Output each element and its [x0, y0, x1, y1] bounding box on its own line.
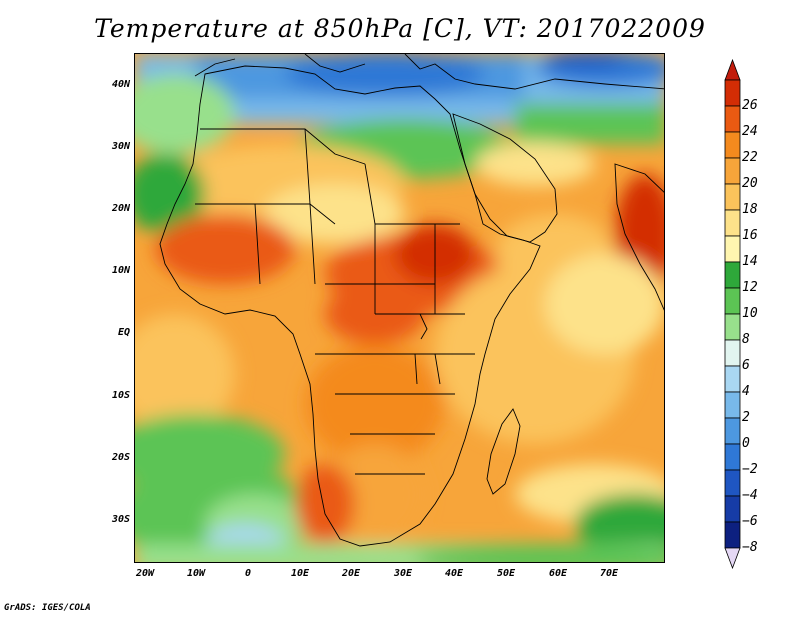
colorbar-segment	[724, 339, 741, 367]
colorbar-tick-label: 26	[742, 98, 758, 113]
colorbar-tick-label: 6	[742, 358, 750, 373]
colorbar-tick-label: −8	[742, 540, 758, 555]
colorbar-tick-label: 10	[742, 306, 758, 321]
colorbar-tick-label: 24	[742, 124, 758, 139]
colorbar-under-triangle	[724, 547, 741, 570]
colorbar-tick-label: −2	[742, 462, 758, 477]
lat-label-40n: 40N	[111, 79, 130, 90]
colorbar-tick-label: 0	[742, 436, 750, 451]
colorbar-over-triangle	[724, 58, 741, 81]
lon-label-70e: 70E	[599, 568, 619, 579]
colorbar-tick-label: 16	[742, 228, 758, 243]
colorbar-tick-label: 20	[742, 176, 758, 191]
colorbar-segment	[724, 287, 741, 315]
colorbar-tick-label: −4	[742, 488, 758, 503]
colorbar-segment	[724, 391, 741, 419]
colorbar-segment	[724, 183, 741, 211]
lon-label-50e: 50E	[496, 568, 516, 579]
map-title: Temperature at 850hPa [C], VT: 201702200…	[94, 14, 706, 43]
lat-label-30n: 30N	[111, 141, 130, 152]
lon-label-10w: 10W	[186, 568, 206, 579]
colorbar-segment	[724, 521, 741, 549]
colorbar-segment	[724, 313, 741, 341]
colorbar-segment	[724, 365, 741, 393]
lon-label-60e: 60E	[548, 568, 568, 579]
lon-label-40e: 40E	[444, 568, 464, 579]
colorbar-segment	[724, 79, 741, 107]
colorbar-segment	[724, 261, 741, 289]
lat-label-30s: 30S	[111, 514, 130, 525]
colorbar-segment	[724, 469, 741, 497]
temperature-map	[134, 53, 665, 563]
colorbar-segment	[724, 157, 741, 185]
colorbar-segment	[724, 495, 741, 523]
colorbar-tick-label: 4	[742, 384, 750, 399]
colorbar-tick-label: 18	[742, 202, 758, 217]
colorbar-tick-label: −6	[742, 514, 758, 529]
colorbar-segment	[724, 417, 741, 445]
lat-label-eq: EQ	[117, 327, 130, 338]
colorbar-segment	[724, 209, 741, 237]
lat-label-20s: 20S	[111, 452, 130, 463]
lon-label-10e: 10E	[290, 568, 310, 579]
colorbar-tick-label: 2	[742, 410, 750, 425]
lon-label-0: 0	[244, 568, 252, 579]
colorbar	[724, 58, 741, 570]
credit-text: GrADS: IGES/COLA	[4, 603, 91, 613]
colorbar-segment	[724, 131, 741, 159]
colorbar-tick-label: 8	[742, 332, 750, 347]
colorbar-tick-label: 22	[742, 150, 758, 165]
temperature-field	[135, 54, 664, 562]
colorbar-tick-label: 12	[742, 280, 758, 295]
colorbar-segment	[724, 443, 741, 471]
lat-label-10n: 10N	[111, 265, 130, 276]
colorbar-tick-label: 14	[742, 254, 758, 269]
lat-label-10s: 10S	[111, 390, 130, 401]
coastlines	[159, 54, 664, 547]
lon-label-30e: 30E	[393, 568, 413, 579]
colorbar-segment	[724, 105, 741, 133]
lon-label-20w: 20W	[135, 568, 155, 579]
lat-label-20n: 20N	[111, 203, 130, 214]
lon-label-20e: 20E	[341, 568, 361, 579]
colorbar-segment	[724, 235, 741, 263]
